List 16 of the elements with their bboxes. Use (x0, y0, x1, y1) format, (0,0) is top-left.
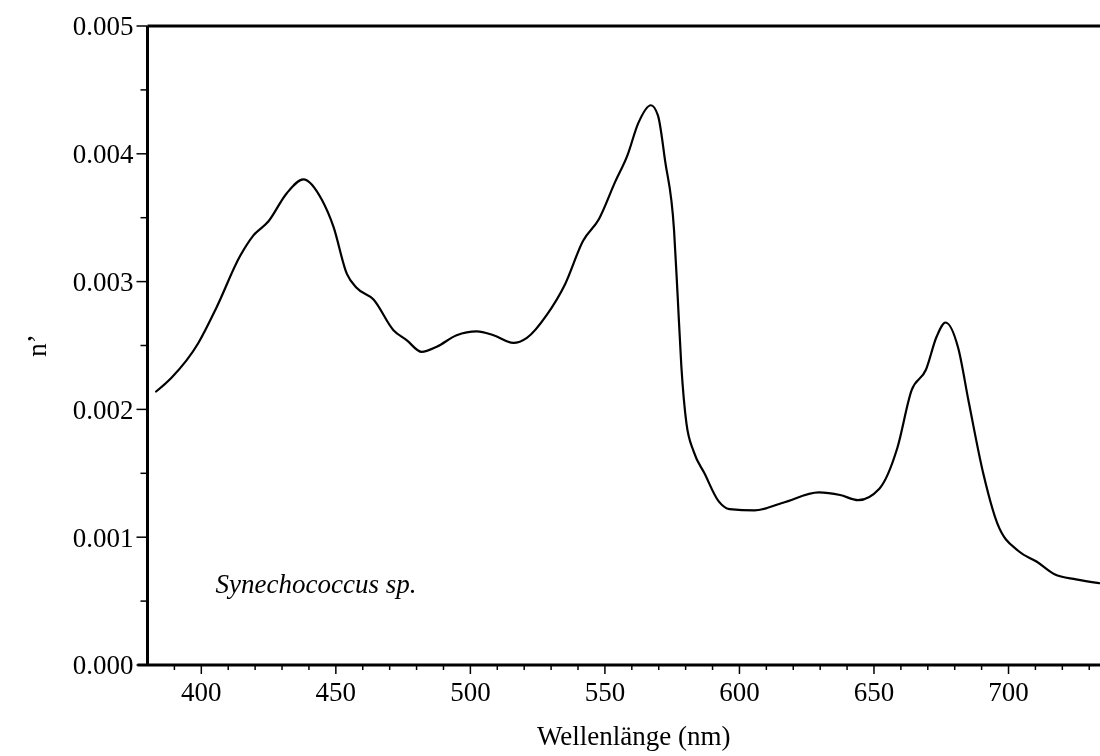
y-tick-label: 0.000 (72, 650, 134, 681)
y-tick-label: 0.005 (72, 11, 134, 42)
x-tick-label: 700 (988, 677, 1029, 707)
x-tick-label: 400 (181, 677, 222, 707)
x-tick-label: 550 (584, 677, 626, 707)
x-tick-label: 600 (719, 677, 760, 707)
x-tick-label: 450 (315, 677, 357, 707)
y-tick-label: 0.004 (72, 139, 134, 170)
x-tick-label: 500 (450, 677, 491, 707)
y-tick-label: 0.002 (72, 394, 134, 425)
x-axis-title: Wellenlänge (nm) (537, 721, 731, 751)
x-tick-label: 650 (853, 677, 895, 707)
y-tick-label: 0.001 (72, 522, 134, 553)
y-tick-label: 0.003 (72, 267, 134, 298)
y-axis-title: n’ (22, 334, 52, 357)
annotation: Synechococcus sp. (215, 569, 417, 599)
